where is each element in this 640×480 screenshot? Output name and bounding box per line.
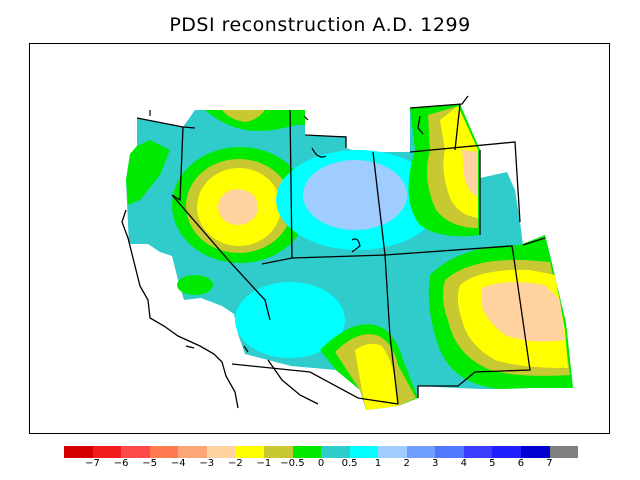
- legend-tick-label: −5: [142, 458, 158, 469]
- pdsi-green-west: [126, 140, 170, 205]
- pdsi-yellow-northeast: [440, 106, 478, 218]
- legend-swatch: [321, 446, 350, 458]
- map-title: PDSI reconstruction A.D. 1299: [169, 14, 471, 36]
- boundary-lines: [121, 95, 546, 409]
- legend-tick-label: −4: [170, 458, 186, 469]
- legend-swatch: [149, 446, 179, 458]
- legend-ticks: −7 −6 −5 −4 −3 −2 −1 −0.5 0 0.5 1 2 3 4 5 6 7: [64, 458, 578, 474]
- legend-tick-label: −6: [113, 458, 129, 469]
- legend-tick-label: −1: [256, 458, 272, 469]
- legend-tick-label: −7: [85, 458, 100, 469]
- legend-swatch: [463, 446, 493, 458]
- legend-swatch: [206, 446, 236, 458]
- canada-border-east: [304, 134, 347, 148]
- legend-swatch: [521, 446, 550, 458]
- ca-coast: [121, 209, 223, 363]
- legend-tick-label: 1: [374, 458, 382, 469]
- pdsi-peach-east: [482, 282, 565, 342]
- legend-tick-label: 0.5: [341, 458, 358, 469]
- lake-1: [311, 147, 327, 158]
- lake-6: [185, 345, 195, 349]
- legend-tick-label: 5: [489, 458, 496, 469]
- baja-coast: [221, 361, 239, 409]
- legend-swatch: [292, 446, 322, 458]
- legend-swatch: [549, 446, 579, 458]
- pdsi-olive-north: [222, 110, 265, 122]
- state-line-7: [454, 103, 461, 151]
- legend-swatch: [435, 446, 464, 458]
- legend-tick-label: −0.5: [280, 458, 305, 469]
- state-line-6: [409, 141, 521, 223]
- legend-swatch: [121, 446, 150, 458]
- canada-border-northeast: [409, 95, 469, 109]
- map-frame: [29, 43, 610, 434]
- legend-tick-label: 4: [460, 458, 467, 469]
- legend-swatch: [378, 446, 407, 458]
- lake-7: [243, 345, 249, 353]
- legend-tick-label: 7: [546, 458, 553, 469]
- lake-5: [303, 115, 309, 121]
- state-line-5: [372, 151, 386, 256]
- pdsi-blue-central: [303, 160, 407, 230]
- color-legend: [64, 446, 579, 458]
- legend-tick-label: 0: [317, 458, 325, 469]
- mexico-border: [231, 363, 399, 405]
- pdsi-peach-west-central: [218, 189, 258, 225]
- legend-swatch: [92, 446, 122, 458]
- lake-2: [351, 238, 361, 253]
- legend-swatch: [492, 446, 521, 458]
- state-line-4: [384, 245, 531, 398]
- pdsi-cyan-southwest: [235, 282, 345, 358]
- state-line-3: [291, 254, 399, 405]
- lake-3: [417, 115, 424, 135]
- gulf-coast: [267, 359, 319, 405]
- state-line-1: [171, 126, 271, 321]
- lakes: [149, 110, 424, 353]
- legend-swatch: [263, 446, 293, 458]
- legend-tick-label: −2: [227, 458, 243, 469]
- legend-tick-label: 6: [517, 458, 525, 469]
- legend-swatch: [64, 446, 93, 458]
- legend-tick-label: 2: [403, 458, 410, 469]
- legend-swatch: [178, 446, 207, 458]
- pdsi-yellow-south-central: [355, 343, 398, 410]
- legend-swatch: [349, 446, 379, 458]
- pdsi-green-nevada: [177, 275, 213, 295]
- pdsi-peach-northeast: [462, 150, 478, 198]
- state-line-8: [522, 237, 546, 246]
- legend-tick-label: 3: [432, 458, 439, 469]
- legend-swatch: [235, 446, 264, 458]
- legend-tick-label: −3: [199, 458, 215, 469]
- legend-swatch: [406, 446, 436, 458]
